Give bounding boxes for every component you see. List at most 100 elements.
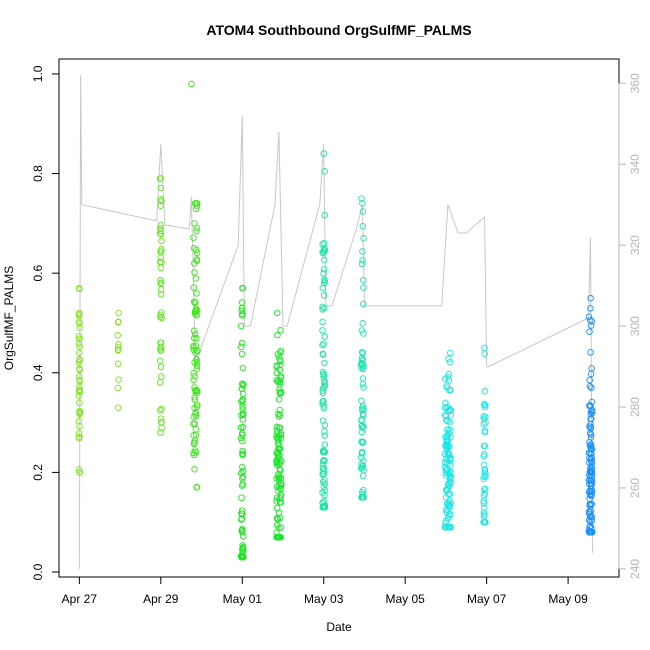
data-point bbox=[190, 420, 197, 428]
data-point bbox=[321, 378, 328, 385]
data-point bbox=[191, 269, 198, 276]
data-point bbox=[157, 264, 165, 272]
data-point bbox=[587, 322, 595, 329]
data-point bbox=[238, 516, 245, 523]
data-point bbox=[75, 387, 83, 395]
data-point bbox=[443, 417, 450, 424]
data-point bbox=[157, 339, 164, 346]
data-point bbox=[588, 407, 596, 414]
data-point bbox=[273, 459, 281, 467]
data-point bbox=[320, 150, 327, 157]
data-point bbox=[273, 529, 280, 536]
data-point bbox=[277, 434, 285, 442]
data-point bbox=[193, 246, 200, 254]
data-point bbox=[239, 423, 247, 431]
data-point bbox=[191, 299, 199, 306]
data-point bbox=[480, 452, 488, 460]
data-point bbox=[192, 412, 200, 420]
data-point bbox=[321, 168, 328, 175]
data-point bbox=[587, 415, 595, 423]
data-point bbox=[276, 406, 283, 414]
data-point bbox=[273, 309, 281, 317]
data-point bbox=[360, 284, 367, 291]
data-point bbox=[157, 373, 165, 380]
data-point bbox=[192, 305, 200, 313]
data-point bbox=[157, 248, 164, 255]
data-point bbox=[190, 327, 198, 335]
data-point bbox=[156, 313, 164, 321]
data-point bbox=[239, 396, 246, 403]
data-point bbox=[277, 357, 284, 364]
data-point bbox=[277, 349, 284, 356]
data-point bbox=[447, 523, 454, 531]
data-point bbox=[481, 490, 489, 497]
data-point bbox=[193, 249, 201, 257]
data-point bbox=[587, 434, 595, 441]
data-point bbox=[157, 415, 165, 422]
data-point bbox=[359, 421, 366, 429]
data-point bbox=[321, 432, 329, 439]
data-point bbox=[157, 202, 164, 209]
data-point bbox=[273, 521, 281, 529]
data-point bbox=[240, 533, 247, 540]
data-point bbox=[238, 307, 246, 315]
data-point bbox=[321, 491, 328, 499]
data-point bbox=[360, 494, 367, 501]
data-point bbox=[444, 468, 452, 475]
data-point bbox=[445, 480, 452, 488]
data-point bbox=[275, 354, 283, 361]
data-point bbox=[587, 512, 595, 520]
data-point bbox=[585, 488, 593, 496]
data-point bbox=[191, 330, 199, 338]
data-point bbox=[360, 235, 367, 242]
data-point bbox=[191, 394, 198, 401]
data-point bbox=[358, 327, 366, 334]
altitude-series bbox=[78, 75, 593, 569]
data-point bbox=[157, 286, 165, 293]
data-point bbox=[442, 523, 449, 531]
data-point bbox=[75, 392, 83, 399]
data-point bbox=[481, 485, 489, 492]
data-point bbox=[586, 328, 593, 335]
data-point bbox=[274, 378, 282, 385]
data-point bbox=[156, 258, 164, 266]
data-point bbox=[76, 366, 83, 374]
data-point bbox=[273, 430, 281, 438]
data-point bbox=[191, 372, 198, 380]
data-point bbox=[190, 413, 197, 421]
data-point bbox=[75, 358, 83, 366]
data-point bbox=[193, 200, 200, 207]
data-point bbox=[276, 361, 283, 369]
data-point bbox=[359, 380, 367, 388]
data-point bbox=[75, 418, 83, 425]
data-point bbox=[358, 348, 366, 356]
data-point bbox=[586, 376, 593, 384]
data-point bbox=[76, 423, 83, 430]
data-point bbox=[75, 332, 83, 340]
y-tick-label: 1.0 bbox=[31, 65, 45, 82]
data-point bbox=[157, 407, 164, 414]
data-point bbox=[320, 340, 327, 347]
data-point bbox=[586, 383, 594, 390]
data-point bbox=[238, 299, 246, 306]
data-point bbox=[588, 459, 596, 466]
data-point bbox=[276, 445, 284, 452]
data-point bbox=[480, 504, 488, 511]
data-point bbox=[275, 471, 282, 478]
data-point bbox=[443, 384, 451, 391]
data-point bbox=[480, 461, 488, 469]
data-point bbox=[320, 265, 328, 273]
y-tick-label: 0.6 bbox=[31, 265, 45, 282]
data-point bbox=[275, 413, 283, 420]
data-point bbox=[587, 528, 594, 536]
data-point bbox=[158, 405, 165, 413]
x-axis-label: Date bbox=[326, 620, 352, 634]
data-point bbox=[156, 357, 164, 364]
y-tick-label: 0.4 bbox=[31, 364, 45, 381]
data-point bbox=[321, 304, 328, 312]
data-point bbox=[321, 441, 329, 448]
x-axis: Apr 27 Apr 29 May 01 May 03 May 05 May 07 May … bbox=[62, 576, 588, 606]
y-axis-label: OrgSulfMF_PALMS bbox=[2, 266, 16, 370]
y-tick-label: 0.8 bbox=[31, 165, 45, 182]
data-point bbox=[445, 355, 452, 362]
